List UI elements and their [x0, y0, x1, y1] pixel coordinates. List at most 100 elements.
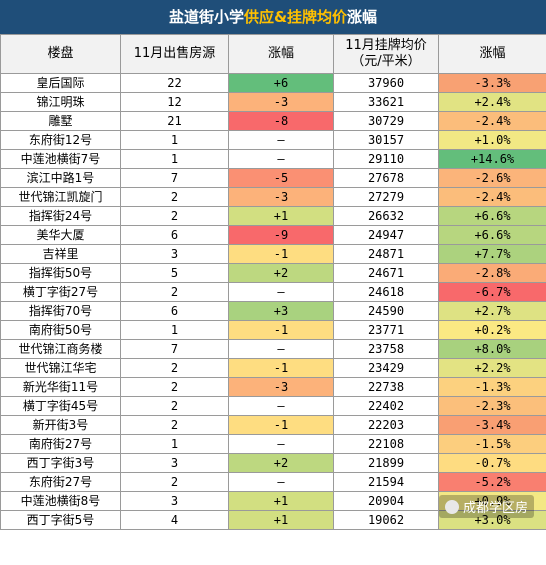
cell-price-change: +2.2%	[438, 358, 546, 378]
table-row: 指挥街70号 6 +3 24590 +2.7%	[0, 301, 546, 321]
cell-supply: 21	[120, 111, 229, 131]
table-row: 新开街3号 2 -1 22203 -3.4%	[0, 415, 546, 435]
cell-price: 26632	[333, 206, 439, 226]
cell-supply: 5	[120, 263, 229, 283]
table-row: 吉祥里 3 -1 24871 +7.7%	[0, 244, 546, 264]
cell-building: 指挥街50号	[0, 263, 121, 283]
table-row: 皇后国际 22 +6 37960 -3.3%	[0, 73, 546, 93]
cell-price: 23758	[333, 339, 439, 359]
cell-supply-change: -1	[228, 244, 334, 264]
cell-price-change: -2.3%	[438, 396, 546, 416]
table-row: 南府街50号 1 -1 23771 +0.2%	[0, 320, 546, 340]
cell-price-change: +2.4%	[438, 92, 546, 112]
table-row: 横丁字街45号 2–22402 -2.3%	[0, 396, 546, 416]
table-title: 盐道街小学供应&挂牌均价涨幅	[0, 0, 546, 34]
table-row: 中莲池横街8号 3 +1 20904 +0.9%	[0, 491, 546, 511]
cell-building: 中莲池横街7号	[0, 149, 121, 169]
table-row: 世代锦江华宅 2 -1 23429 +2.2%	[0, 358, 546, 378]
cell-supply-change: -3	[228, 187, 334, 207]
cell-supply: 2	[120, 358, 229, 378]
cell-price: 24671	[333, 263, 439, 283]
header-building: 楼盘	[0, 34, 121, 74]
header-price-change: 涨幅	[438, 34, 546, 74]
table-row: 滨江中路1号 7 -5 27678 -2.6%	[0, 168, 546, 188]
cell-building: 美华大厦	[0, 225, 121, 245]
cell-price: 22738	[333, 377, 439, 397]
cell-price: 22108	[333, 434, 439, 454]
table-row: 东府街12号 1–30157 +1.0%	[0, 130, 546, 150]
cell-price: 23429	[333, 358, 439, 378]
cell-building: 西丁字街3号	[0, 453, 121, 473]
cell-supply-change: +2	[228, 263, 334, 283]
wechat-icon	[444, 500, 459, 514]
cell-price: 21899	[333, 453, 439, 473]
header-supply-change: 涨幅	[228, 34, 334, 74]
cell-supply-change: –	[228, 282, 334, 302]
table-row: 世代锦江商务楼 7–23758 +8.0%	[0, 339, 546, 359]
cell-supply-change: –	[228, 339, 334, 359]
cell-building: 吉祥里	[0, 244, 121, 264]
header-price: 11月挂牌均价 （元/平米）	[333, 34, 439, 74]
cell-building: 锦江明珠	[0, 92, 121, 112]
cell-supply-change: -1	[228, 320, 334, 340]
cell-supply-change: +1	[228, 491, 334, 511]
title-main: 盐道街小学	[168, 8, 244, 26]
cell-price-change: -2.4%	[438, 111, 546, 131]
header-row: 楼盘 11月出售房源 涨幅 11月挂牌均价 （元/平米） 涨幅	[0, 34, 546, 74]
cell-supply: 2	[120, 415, 229, 435]
cell-price: 19062	[333, 510, 439, 530]
cell-building: 雕墅	[0, 111, 121, 131]
cell-price: 24947	[333, 225, 439, 245]
cell-price: 24590	[333, 301, 439, 321]
table-row: 南府街27号 1–22108 -1.5%	[0, 434, 546, 454]
cell-price-change: +6.6%	[438, 225, 546, 245]
cell-price-change: +7.7%	[438, 244, 546, 264]
cell-supply: 6	[120, 301, 229, 321]
cell-supply-change: –	[228, 396, 334, 416]
cell-supply-change: -8	[228, 111, 334, 131]
cell-price: 22402	[333, 396, 439, 416]
cell-supply: 3	[120, 244, 229, 264]
cell-supply-change: –	[228, 434, 334, 454]
cell-price-change: -2.4%	[438, 187, 546, 207]
cell-supply-change: -3	[228, 92, 334, 112]
cell-supply-change: -5	[228, 168, 334, 188]
cell-building: 世代锦江商务楼	[0, 339, 121, 359]
cell-price-change: +1.0%	[438, 130, 546, 150]
table-row: 雕墅 21 -8 30729 -2.4%	[0, 111, 546, 131]
cell-supply: 22	[120, 73, 229, 93]
cell-price-change: -6.7%	[438, 282, 546, 302]
cell-price-change: -0.7%	[438, 453, 546, 473]
cell-supply: 2	[120, 206, 229, 226]
watermark-text: 成都学区房	[462, 501, 528, 516]
table-row: 中莲池横街7号 1–29110 +14.6%	[0, 149, 546, 169]
cell-price: 30157	[333, 130, 439, 150]
cell-price-change: -2.8%	[438, 263, 546, 283]
cell-supply: 2	[120, 282, 229, 302]
cell-supply: 2	[120, 396, 229, 416]
table-row: 锦江明珠 12 -3 33621 +2.4%	[0, 92, 546, 112]
table-row: 新光华街11号 2 -3 22738 -1.3%	[0, 377, 546, 397]
cell-price-change: -5.2%	[438, 472, 546, 492]
cell-price-change: +3.0%	[438, 510, 546, 530]
cell-supply-change: +2	[228, 453, 334, 473]
cell-price-change: -3.3%	[438, 73, 546, 93]
cell-supply: 1	[120, 434, 229, 454]
price-table: 楼盘 11月出售房源 涨幅 11月挂牌均价 （元/平米） 涨幅 皇后国际 22 +6…	[0, 34, 546, 530]
title-accent: 供应&挂牌均价	[243, 8, 348, 26]
cell-supply-change: -9	[228, 225, 334, 245]
cell-price-change: -2.6%	[438, 168, 546, 188]
cell-price-change: +2.7%	[438, 301, 546, 321]
cell-supply-change: -1	[228, 415, 334, 435]
cell-building: 指挥街24号	[0, 206, 121, 226]
cell-building: 东府街27号	[0, 472, 121, 492]
cell-supply: 3	[120, 491, 229, 511]
cell-price: 22203	[333, 415, 439, 435]
cell-supply: 7	[120, 168, 229, 188]
cell-price: 33621	[333, 92, 439, 112]
cell-building: 皇后国际	[0, 73, 121, 93]
cell-price: 20904	[333, 491, 439, 511]
cell-building: 中莲池横街8号	[0, 491, 121, 511]
table-wrapper: 盐道街小学供应&挂牌均价涨幅 楼盘 11月出售房源 涨幅 11月挂牌均价 （元/…	[0, 0, 546, 530]
cell-building: 东府街12号	[0, 130, 121, 150]
